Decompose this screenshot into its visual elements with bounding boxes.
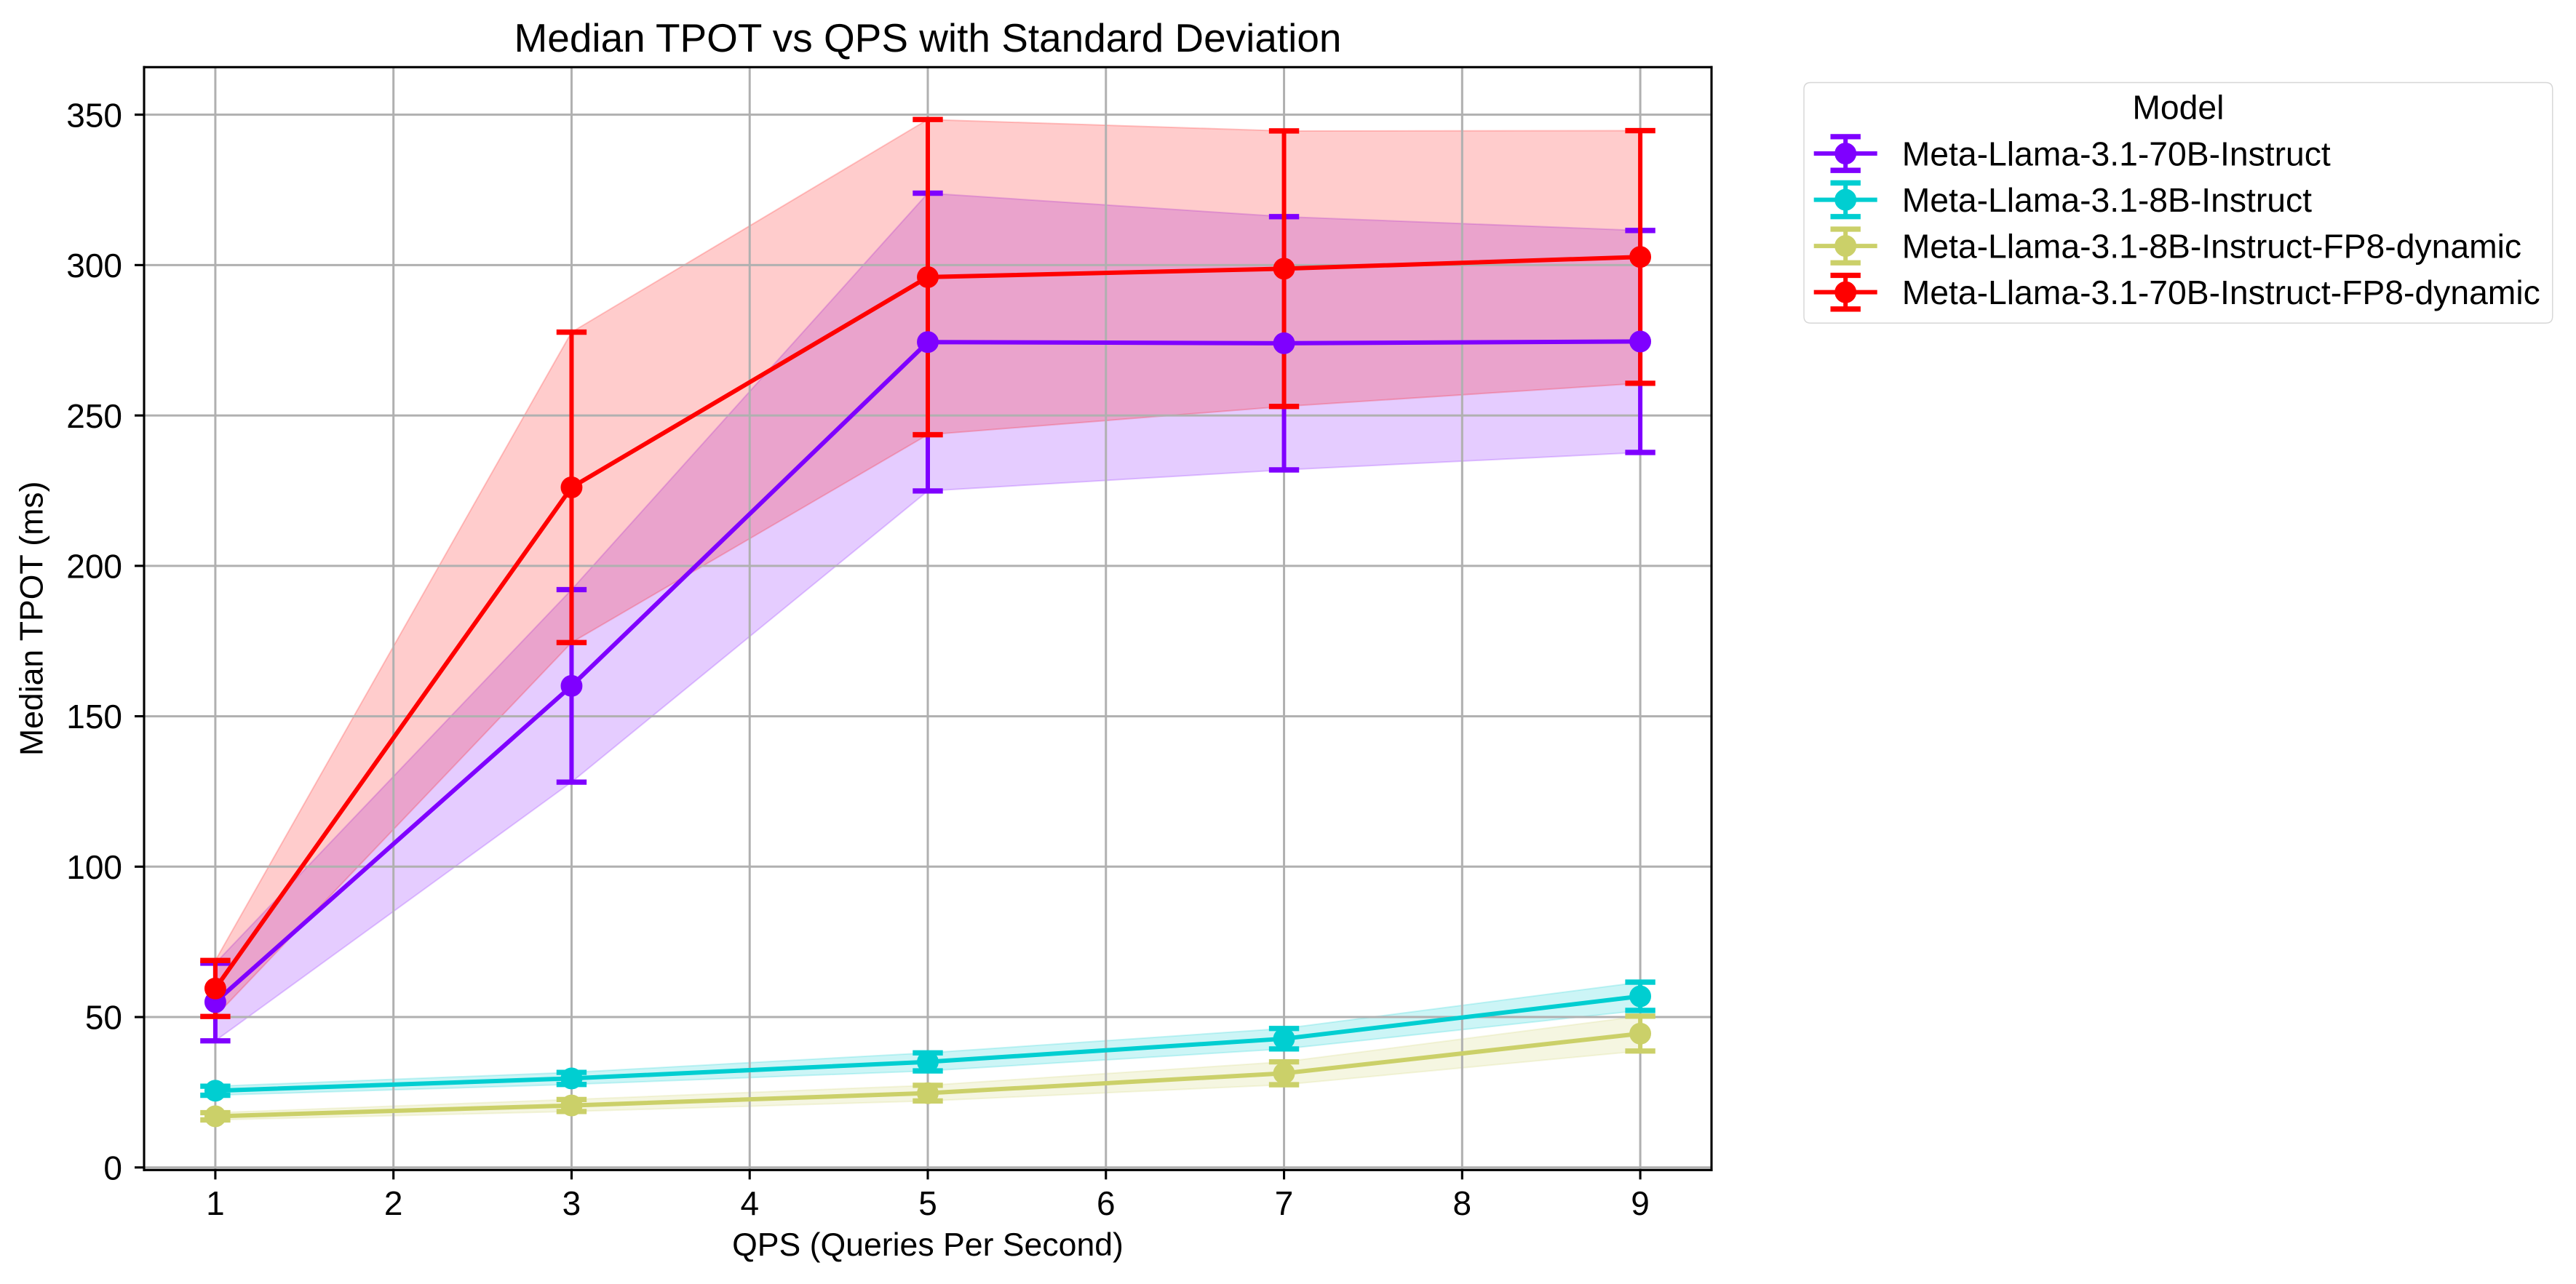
- svg-text:Model: Model: [2132, 89, 2224, 127]
- svg-text:150: 150: [66, 698, 122, 735]
- svg-text:200: 200: [66, 548, 122, 586]
- svg-text:Median TPOT vs QPS with Standa: Median TPOT vs QPS with Standard Deviati…: [514, 15, 1342, 60]
- svg-text:Meta-Llama-3.1-8B-Instruct: Meta-Llama-3.1-8B-Instruct: [1902, 181, 2312, 219]
- svg-text:Median TPOT (ms): Median TPOT (ms): [15, 482, 50, 756]
- svg-text:QPS (Queries Per Second): QPS (Queries Per Second): [732, 1227, 1124, 1263]
- svg-text:2: 2: [384, 1184, 403, 1222]
- svg-text:50: 50: [85, 999, 122, 1037]
- svg-text:1: 1: [206, 1184, 225, 1222]
- svg-text:3: 3: [562, 1184, 581, 1222]
- svg-text:9: 9: [1631, 1184, 1650, 1222]
- svg-text:Meta-Llama-3.1-70B-Instruct-FP: Meta-Llama-3.1-70B-Instruct-FP8-dynamic: [1902, 274, 2540, 311]
- svg-text:0: 0: [103, 1149, 122, 1187]
- svg-text:Meta-Llama-3.1-8B-Instruct-FP8: Meta-Llama-3.1-8B-Instruct-FP8-dynamic: [1902, 227, 2521, 265]
- svg-text:350: 350: [66, 96, 122, 134]
- svg-text:6: 6: [1097, 1184, 1116, 1222]
- svg-text:Meta-Llama-3.1-70B-Instruct: Meta-Llama-3.1-70B-Instruct: [1902, 135, 2331, 172]
- svg-text:250: 250: [66, 397, 122, 435]
- svg-text:300: 300: [66, 247, 122, 284]
- svg-text:5: 5: [918, 1184, 937, 1222]
- svg-text:7: 7: [1275, 1184, 1294, 1222]
- svg-text:4: 4: [740, 1184, 759, 1222]
- svg-text:100: 100: [66, 848, 122, 886]
- svg-text:8: 8: [1453, 1184, 1472, 1222]
